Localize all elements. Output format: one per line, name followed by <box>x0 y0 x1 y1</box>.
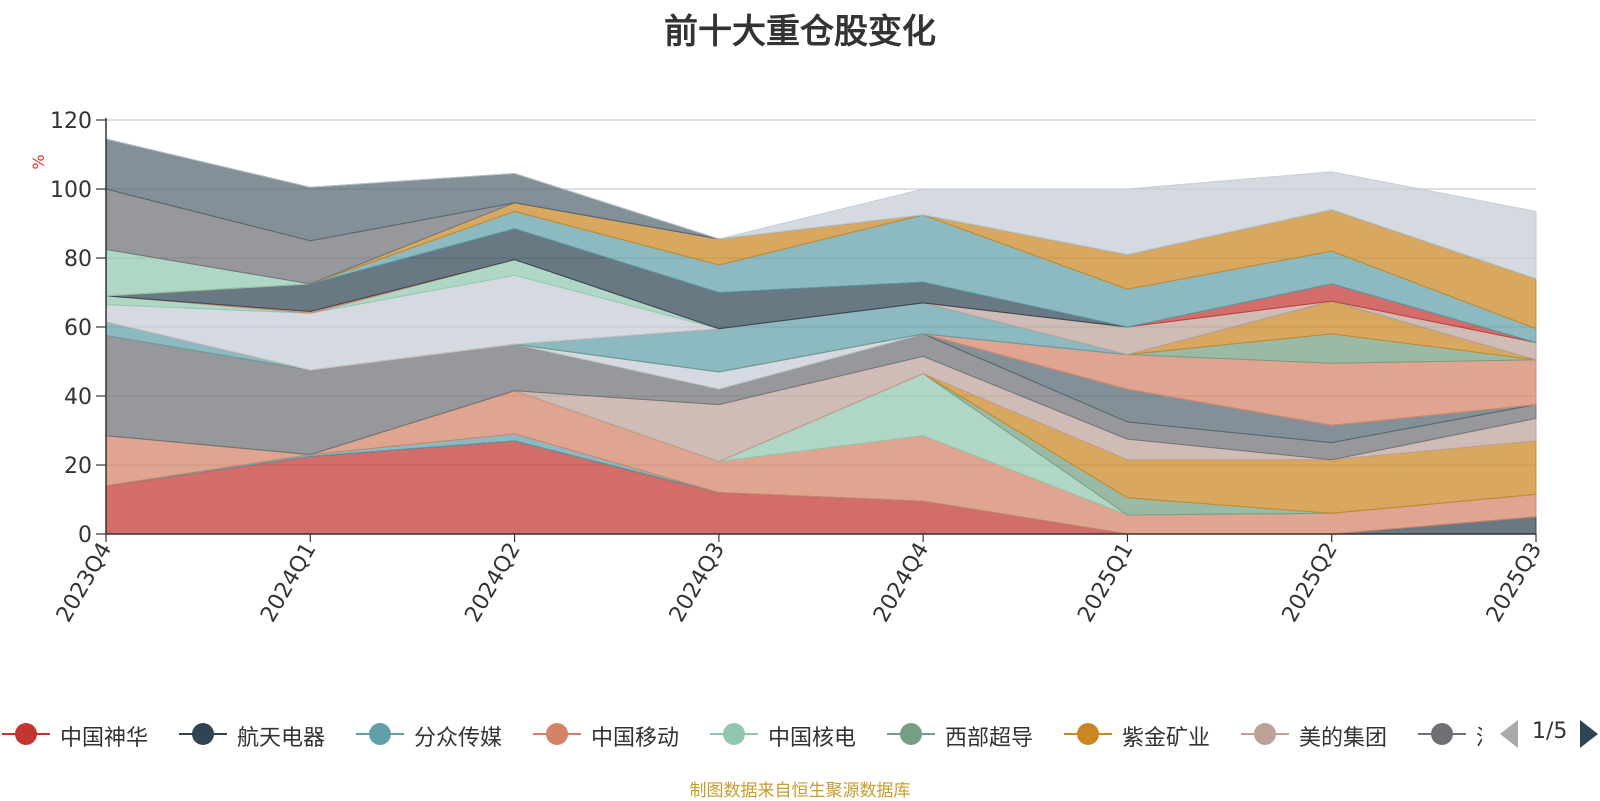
legend-viewport: 中国神华 航天电器 分众传媒 中国移动 中国核电 西部超导 紫金矿业 美的集团 汇川技术 <box>0 716 1482 752</box>
area-series-group <box>105 138 1537 535</box>
y-axis-unit-label: % <box>29 154 48 169</box>
y-tick-label: 20 <box>64 454 92 479</box>
legend-item-label: 汇川技术 <box>1476 720 1482 752</box>
x-tick-label: 2024Q1 <box>256 539 321 627</box>
x-tick-label: 2025Q1 <box>1073 539 1138 627</box>
legend-item-label: 航天电器 <box>237 726 326 751</box>
legend-marker-icon <box>356 723 404 745</box>
legend-marker-icon <box>179 723 227 745</box>
legend-pager: 1/5 <box>1500 716 1600 752</box>
legend-item[interactable]: 汇川技术 <box>1416 716 1482 752</box>
y-tick-label: 120 <box>50 109 92 134</box>
legend-item-label: 紫金矿业 <box>1122 726 1211 751</box>
legend-item[interactable]: 航天电器 <box>177 716 347 752</box>
legend-marker-icon <box>1064 723 1112 745</box>
legend-item[interactable]: 中国核电 <box>708 716 878 752</box>
y-tick-label: 40 <box>64 385 92 410</box>
chart-title: 前十大重仓股变化 <box>664 12 936 52</box>
x-tick-label: 2024Q4 <box>869 539 934 627</box>
x-tick-label: 2024Q3 <box>665 539 730 627</box>
legend-item[interactable]: 美的集团 <box>1239 716 1409 752</box>
legend-marker-icon <box>887 723 935 745</box>
legend-item-label: 中国神华 <box>60 726 149 751</box>
legend-item-label: 西部超导 <box>945 726 1034 751</box>
legend-item[interactable]: 分众传媒 <box>354 716 524 752</box>
y-tick-label: 80 <box>64 247 92 272</box>
legend-item-label: 分众传媒 <box>414 726 503 751</box>
area-series[interactable] <box>105 138 1537 280</box>
legend-marker-icon <box>533 723 581 745</box>
x-tick-label: 2025Q2 <box>1278 539 1343 627</box>
y-tick-label: 60 <box>64 316 92 341</box>
legend-marker-icon <box>710 723 758 745</box>
legend-item[interactable]: 西部超导 <box>885 716 1055 752</box>
legend-marker-icon <box>1241 723 1289 745</box>
legend-item-label: 美的集团 <box>1299 726 1388 751</box>
legend-item[interactable]: 中国神华 <box>0 716 170 752</box>
legend-item-label: 中国核电 <box>768 726 857 751</box>
axes <box>96 118 1537 542</box>
chart-plot: 0 20 40 60 80 100 120 2023Q4 2024Q1 2024Q2 2024Q3 2… <box>29 109 1547 627</box>
legend: 中国神华 航天电器 分众传媒 中国移动 中国核电 西部超导 紫金矿业 美的集团 汇川技术 <box>0 716 1600 752</box>
y-tick-label: 0 <box>78 523 92 548</box>
legend-item-label: 中国移动 <box>591 726 680 751</box>
legend-item[interactable]: 中国移动 <box>531 716 701 752</box>
source-note: 制图数据来自恒生聚源数据库 <box>689 781 911 801</box>
y-tick-label: 100 <box>50 178 92 203</box>
x-tick-label: 2025Q3 <box>1482 539 1547 627</box>
legend-marker-icon <box>2 723 50 745</box>
x-tick-label: 2024Q2 <box>460 539 525 627</box>
legend-item[interactable]: 紫金矿业 <box>1062 716 1232 752</box>
legend-page-indicator: 1/5 <box>1532 719 1568 744</box>
x-tick-label: 2023Q4 <box>52 539 117 627</box>
legend-marker-icon <box>1418 723 1466 745</box>
next-page-icon[interactable] <box>1580 720 1598 748</box>
previous-page-icon[interactable] <box>1500 720 1518 748</box>
